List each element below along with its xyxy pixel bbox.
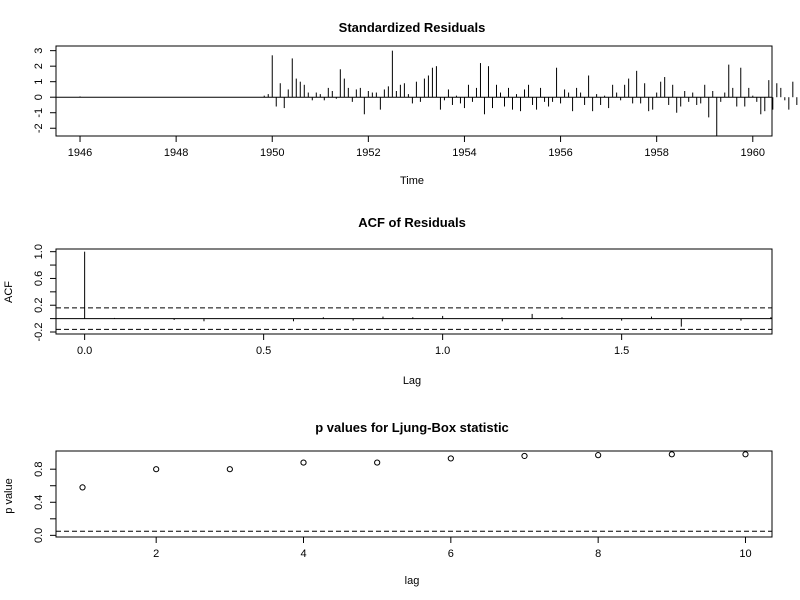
p-value-point: [742, 451, 749, 458]
y-tick-label: -0.2: [33, 323, 45, 342]
x-tick-label: 1.5: [614, 345, 629, 357]
x-tick-label: 0.0: [77, 345, 92, 357]
p-value-point: [447, 455, 454, 462]
x-tick-label: 1952: [356, 147, 380, 159]
ljung-box-ylabel: p value: [3, 478, 15, 513]
y-tick-label: -1: [33, 108, 45, 118]
acf-panel: ACF of Residuals Lag ACF 0.0 0.5 1.0 1.5 -0.…: [3, 215, 773, 387]
y-tick-label: 0: [33, 94, 45, 100]
x-tick-label: 1948: [164, 147, 188, 159]
y-tick-label: 0.2: [33, 298, 45, 313]
p-value-point: [79, 484, 86, 491]
x-tick-label: 1950: [260, 147, 284, 159]
y-tick-label: -2: [33, 123, 45, 133]
x-tick-label: 2: [153, 548, 159, 560]
plot-frame-0: [55, 45, 773, 137]
y-tick-label: 0.6: [33, 271, 45, 286]
p-value-point: [226, 466, 233, 473]
y-tick-label: 1: [33, 79, 45, 85]
p-value-point: [668, 451, 675, 458]
ljung-box-xlabel: lag: [405, 575, 420, 587]
p-value-point: [153, 466, 160, 473]
y-tick-label: 2: [33, 63, 45, 69]
y-tick-label: 0.0: [33, 528, 45, 543]
ljung-box-title: p values for Ljung-Box statistic: [315, 420, 509, 435]
p-value-point: [595, 452, 602, 459]
residuals-xlabel: Time: [400, 175, 424, 187]
acf-xlabel: Lag: [403, 375, 421, 387]
residuals-panel: Standardized Residuals Time 1946 1948 1950…: [33, 20, 798, 187]
x-tick-label: 1954: [452, 147, 476, 159]
x-tick-label: 8: [595, 548, 601, 560]
x-tick-label: 1958: [644, 147, 668, 159]
ljung-box-panel: p values for Ljung-Box statistic lag p v…: [3, 420, 773, 587]
y-tick-label: 3: [33, 48, 45, 54]
x-tick-label: 1956: [548, 147, 572, 159]
y-tick-label: 0.4: [33, 495, 45, 510]
p-value-point: [521, 452, 528, 460]
p-value-point: [374, 459, 381, 466]
residuals-title: Standardized Residuals: [339, 20, 486, 35]
x-tick-label: 1946: [68, 147, 92, 159]
acf-title: ACF of Residuals: [358, 215, 466, 230]
y-tick-label: 1.0: [33, 244, 45, 259]
acf-ylabel: ACF: [3, 281, 15, 303]
x-tick-label: 6: [448, 548, 454, 560]
x-tick-label: 1960: [741, 147, 765, 159]
x-tick-label: 0.5: [256, 345, 271, 357]
x-tick-label: 1.0: [435, 345, 450, 357]
plot-frame-2: [55, 450, 773, 538]
p-value-point: [300, 459, 307, 466]
x-tick-label: 10: [739, 548, 751, 560]
x-tick-label: 4: [300, 548, 306, 560]
y-tick-label: 0.8: [33, 462, 45, 477]
